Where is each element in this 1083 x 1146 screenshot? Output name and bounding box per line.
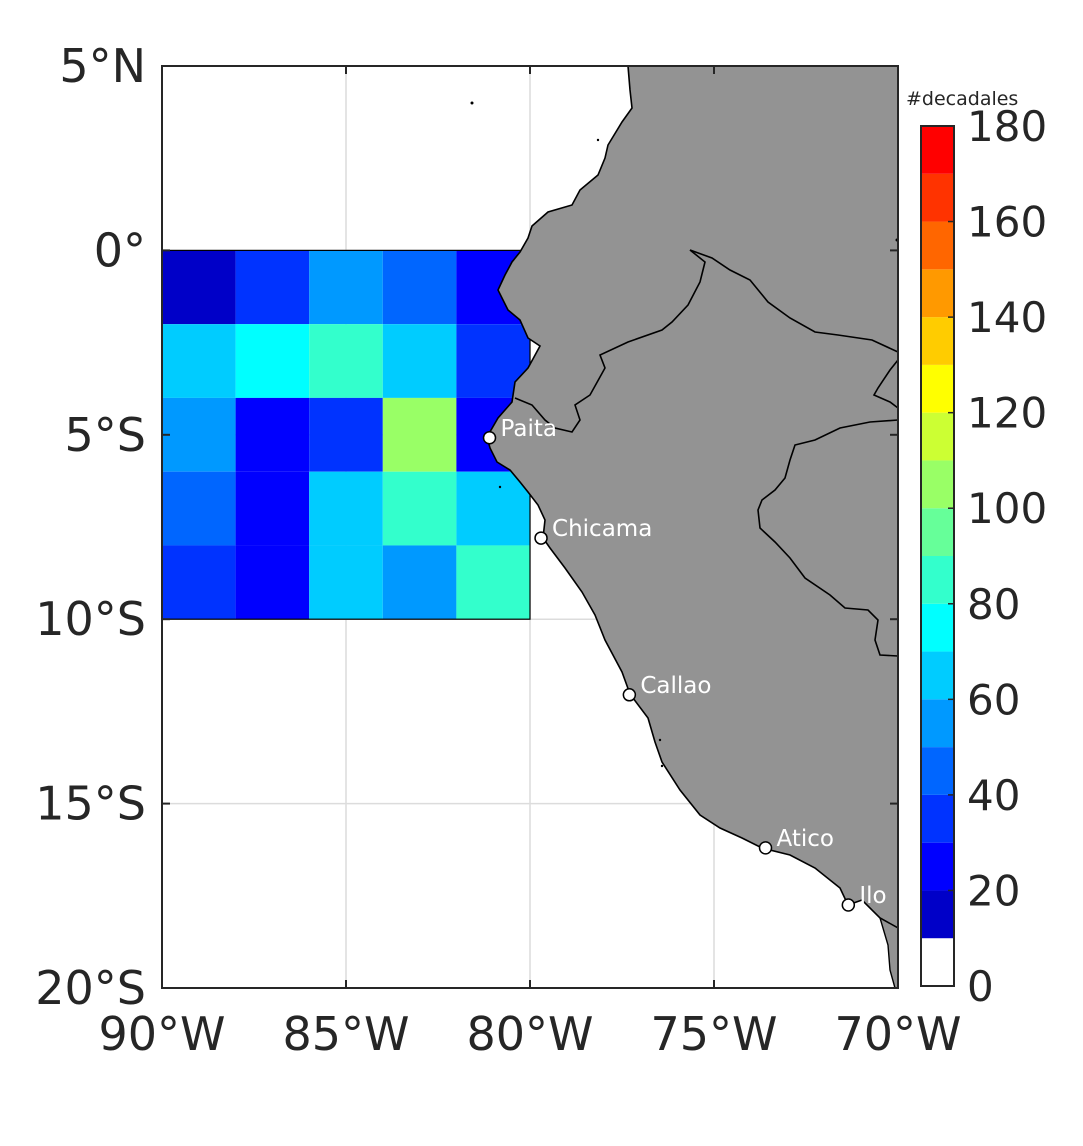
city-label: Paita [501, 416, 557, 442]
colorbar-tick-label: 120 [967, 389, 1047, 438]
colombia-peru-border [689, 249, 899, 353]
city-marker [482, 431, 497, 445]
colorbar-segment [921, 460, 954, 509]
city-marker [534, 531, 548, 545]
decadal-count-grid [161, 249, 531, 620]
colorbar-segment [921, 221, 954, 270]
country-borders [514, 249, 899, 657]
grid-cell [309, 397, 383, 472]
lon-tick-label: 80°W [466, 1007, 593, 1061]
colorbar-frame [920, 125, 955, 987]
colorbar-segment [921, 651, 954, 700]
grid-cell [162, 250, 236, 325]
city-label: Chicama [552, 516, 652, 542]
lon-tick-label: 75°W [650, 1007, 777, 1061]
lat-tick-label: 0° [94, 223, 146, 277]
colorbar-segment [921, 412, 954, 461]
colorbar-tick-label: 180 [967, 102, 1047, 151]
grid-cell [382, 545, 457, 620]
lon-tick-label: 85°W [282, 1007, 409, 1061]
colorbar-segment [921, 556, 954, 604]
grid-cell [382, 471, 457, 546]
lon-tick-label: 90°W [98, 1007, 225, 1061]
colorbar-tick-label: 100 [967, 484, 1047, 533]
colorbar-segment [921, 842, 954, 891]
land-main [486, 65, 899, 930]
grid-cell [309, 471, 383, 546]
colorbar: 0 20 40 60 80 100 120 140 160 180#decadales [906, 88, 1047, 1011]
galapagos-islands [470, 101, 899, 768]
ecuador-peru-border [514, 249, 706, 433]
colorbar-segment [921, 794, 954, 843]
colorbar-title: #decadales [906, 88, 1018, 110]
grid-cell [382, 324, 457, 398]
colorbar-segment [921, 747, 954, 795]
colorbar-tick-label: 80 [967, 580, 1020, 629]
colorbar-segment [921, 890, 954, 939]
grid-cell [456, 471, 530, 546]
grid-cell [456, 545, 530, 620]
colorbar-segment [921, 938, 954, 986]
colorbar-tick-label: 40 [967, 771, 1020, 820]
colorbar-segment [921, 126, 954, 174]
colorbar-tick-label: 60 [967, 675, 1020, 724]
city-marker [622, 688, 637, 702]
grid-cell [235, 397, 310, 472]
lat-tick-label: 5°S [65, 408, 146, 462]
grid-cell [162, 324, 236, 398]
lat-tick-label: 10°S [35, 592, 146, 646]
grid-cell [162, 397, 236, 472]
city-label: Atico [777, 826, 834, 852]
grid-cell [309, 545, 383, 620]
coastal-cities: Paita Chicama Callao Atico Ilo [482, 416, 887, 912]
land-south-tip [878, 916, 899, 989]
lat-tick-label: 20°S [35, 961, 146, 1015]
grid-cell [309, 324, 383, 398]
city-marker [758, 841, 773, 855]
city-marker [841, 898, 856, 912]
brazil-peru-border [872, 359, 899, 409]
colorbar-tick-label: 20 [967, 866, 1020, 915]
colorbar-tick-label: 0 [967, 962, 994, 1011]
grid-cell [235, 250, 310, 325]
colorbar-segment [921, 508, 954, 556]
lat-tick-label: 5°N [59, 39, 146, 93]
colorbar-tick-label: 140 [967, 293, 1047, 342]
lon-tick-label: 70°W [834, 1007, 961, 1061]
colorbar-segment [921, 317, 954, 365]
colorbar-tick-label: 160 [967, 198, 1047, 247]
grid-cell [382, 250, 457, 325]
land-mask [486, 65, 899, 989]
grid-cell [382, 397, 457, 472]
grid-cell [235, 324, 310, 398]
lat-tick-label: 15°S [35, 777, 146, 831]
colorbar-segment [921, 173, 954, 222]
axis-ticks: 90°W 85°W 80°W 75°W 70°W 5°N 0° 5°S 10°S 15°S 20°S [35, 39, 961, 1061]
colorbar-segment [921, 699, 954, 748]
grid-cell [162, 471, 236, 546]
city-label: Ilo [859, 883, 886, 909]
city-label: Callao [640, 673, 711, 699]
grid-cell [309, 250, 383, 325]
colorbar-segment [921, 364, 954, 413]
grid-cell [235, 471, 310, 546]
grid-cell [235, 545, 310, 620]
colorbar-segment [921, 603, 954, 652]
brazil-bolivia-border [757, 419, 899, 657]
grid-cell [162, 545, 236, 620]
colorbar-segment [921, 269, 954, 318]
